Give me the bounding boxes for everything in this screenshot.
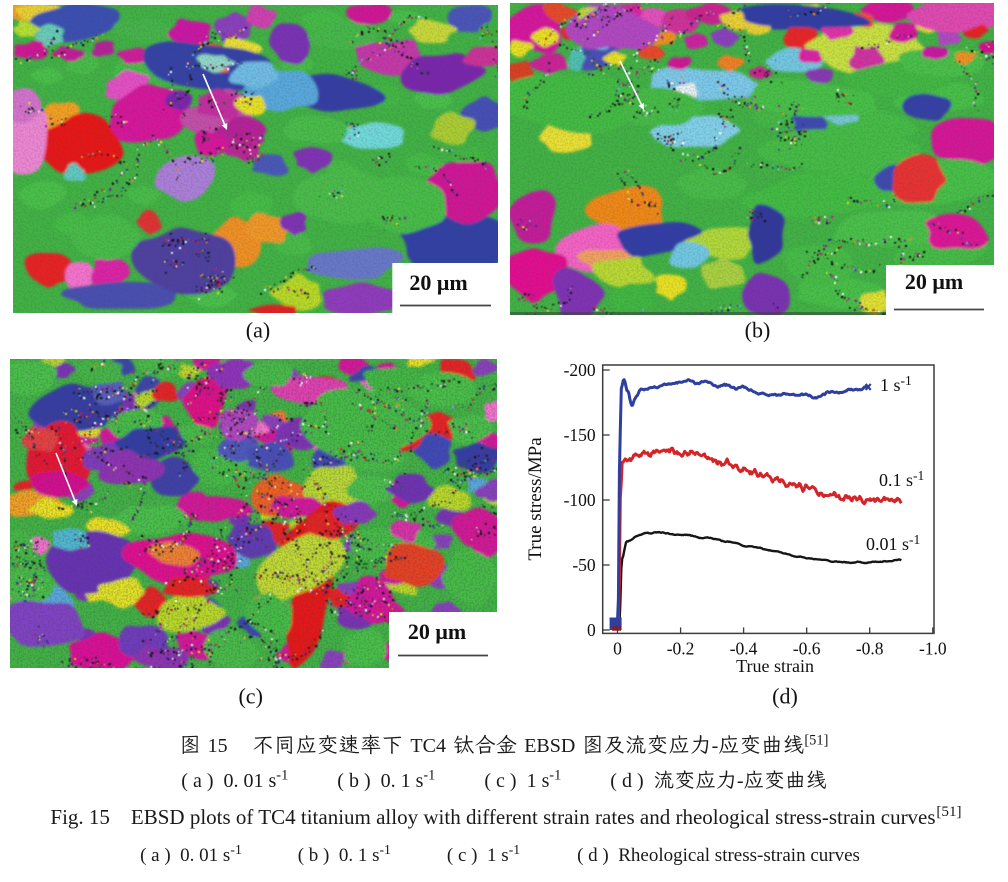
svg-text:20 μm: 20 μm <box>905 269 963 294</box>
svg-text:True stress/MPa: True stress/MPa <box>525 437 546 561</box>
svg-text:-1: -1 <box>909 532 920 547</box>
svg-text:[51]: [51] <box>936 804 961 820</box>
svg-text:-0.2: -0.2 <box>667 638 695 658</box>
svg-text:-1: -1 <box>913 468 924 483</box>
svg-text:-1: -1 <box>276 767 288 783</box>
svg-text:( b ) 0. 1 s: ( b ) 0. 1 s <box>337 770 423 792</box>
svg-text:[51]: [51] <box>804 732 828 748</box>
svg-text:(d): (d) <box>772 684 798 709</box>
svg-text:0.1 s: 0.1 s <box>879 470 913 490</box>
svg-text:-50: -50 <box>572 555 596 575</box>
svg-text:0.01 s: 0.01 s <box>866 534 909 554</box>
svg-text:( b ) 0. 1 s: ( b ) 0. 1 s <box>298 845 380 866</box>
svg-text:0: 0 <box>613 638 622 658</box>
svg-text:20 μm: 20 μm <box>409 270 467 295</box>
svg-text:( c ) 1 s: ( c ) 1 s <box>447 845 509 866</box>
svg-text:-200: -200 <box>564 360 596 380</box>
svg-text:0: 0 <box>587 620 596 640</box>
svg-text:-: - <box>737 770 744 792</box>
svg-text:-1.0: -1.0 <box>919 638 947 658</box>
svg-text:-150: -150 <box>564 425 596 445</box>
svg-text:-0.4: -0.4 <box>730 638 758 658</box>
svg-text:(b): (b) <box>745 318 771 343</box>
svg-text:True strain: True strain <box>736 656 814 676</box>
svg-text:-1: -1 <box>230 842 242 857</box>
svg-text:(a): (a) <box>246 318 270 343</box>
svg-text:( a ) 0. 01 s: ( a ) 0. 01 s <box>140 845 230 866</box>
svg-text:-: - <box>712 735 719 757</box>
svg-text:-1: -1 <box>509 842 521 857</box>
svg-text:(c): (c) <box>238 684 262 709</box>
svg-text:-1: -1 <box>423 767 435 783</box>
svg-text:-0.8: -0.8 <box>856 638 884 658</box>
svg-text:15: 15 <box>208 735 228 757</box>
svg-text:( d ) Rheological stress-stra: ( d ) Rheological stress-strain curves <box>577 845 860 866</box>
svg-text:( a ) 0. 01 s: ( a ) 0. 01 s <box>181 770 276 792</box>
svg-text:TC4: TC4 <box>410 735 446 757</box>
svg-text:( d ): ( d ) <box>610 770 653 792</box>
svg-text:-100: -100 <box>564 490 596 510</box>
svg-text:-1: -1 <box>549 767 561 783</box>
svg-text:-1: -1 <box>380 842 392 857</box>
svg-text:20 μm: 20 μm <box>408 619 466 644</box>
svg-text:-1: -1 <box>901 373 912 388</box>
svg-text:EBSD: EBSD <box>524 735 575 757</box>
svg-text:Fig. 15 EBSD plots of TC4 t: Fig. 15 EBSD plots of TC4 titanium alloy… <box>50 805 935 829</box>
svg-text:-0.6: -0.6 <box>793 638 821 658</box>
svg-text:( c ) 1 s: ( c ) 1 s <box>484 770 549 792</box>
svg-text:1 s: 1 s <box>880 375 901 395</box>
